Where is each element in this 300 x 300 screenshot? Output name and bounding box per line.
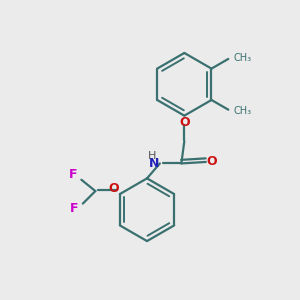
Text: CH₃: CH₃ — [234, 53, 252, 63]
Text: O: O — [179, 116, 190, 129]
Text: H: H — [148, 151, 157, 161]
Text: O: O — [206, 155, 217, 168]
Text: O: O — [109, 182, 119, 195]
Text: N: N — [148, 157, 159, 169]
Text: CH₃: CH₃ — [234, 106, 252, 116]
Text: F: F — [70, 202, 79, 215]
Text: F: F — [69, 168, 77, 181]
